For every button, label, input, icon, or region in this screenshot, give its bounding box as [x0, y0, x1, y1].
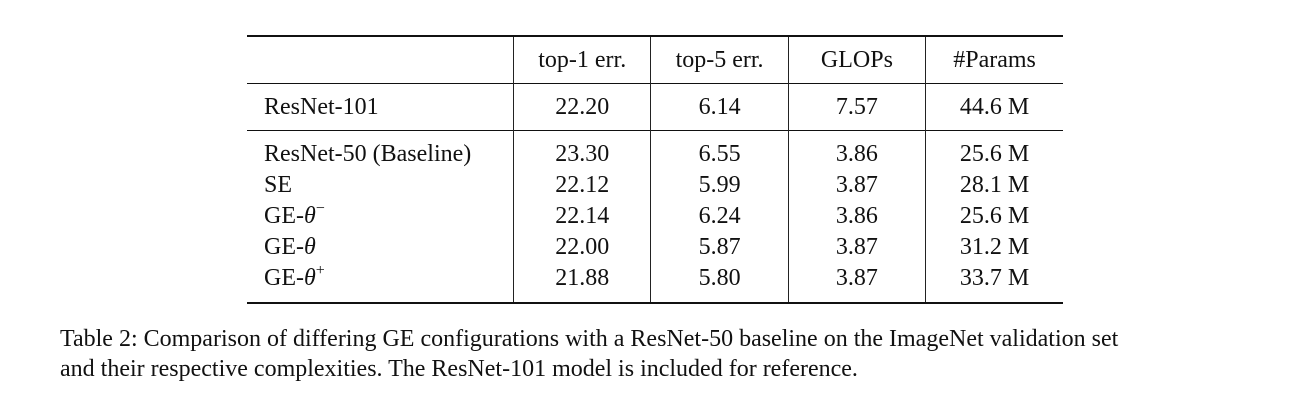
model-prefix: GE-: [264, 265, 304, 291]
table-row: GE-θ 22.00 5.87 3.87 31.2 M: [247, 232, 1063, 263]
header-glops: GLOPs: [787, 36, 926, 84]
params-value: 31.2 M: [925, 232, 1063, 263]
top1-value: 23.30: [513, 130, 651, 170]
table-header-row: top-1 err. top-5 err. GLOPs #Params: [247, 36, 1063, 84]
model-name: ResNet-50 (Baseline): [264, 141, 472, 167]
params-value: 33.7 M: [925, 263, 1063, 303]
top1-value: 22.00: [513, 232, 651, 263]
glops-value: 3.87: [787, 232, 926, 263]
table-row: ResNet-50 (Baseline) 23.30 6.55 3.86 25.…: [247, 130, 1063, 170]
header-top1-err: top-1 err.: [513, 36, 651, 84]
glops-value: 7.57: [787, 83, 926, 131]
table-row: GE-θ− 22.14 6.24 3.86 25.6 M: [247, 201, 1063, 232]
header-params: #Params: [925, 36, 1063, 84]
top1-value: 22.14: [513, 201, 651, 232]
top5-value: 6.55: [650, 130, 789, 170]
params-value: 44.6 M: [925, 83, 1063, 131]
comparison-group: ResNet-50 (Baseline) 23.30 6.55 3.86 25.…: [247, 130, 1063, 303]
model-prefix: GE-: [264, 234, 304, 260]
model-name: GE-θ−: [247, 201, 514, 232]
model-symbol: θ: [303, 203, 316, 229]
model-symbol: θ: [303, 265, 316, 291]
table-row: GE-θ+ 21.88 5.80 3.87 33.7 M: [247, 263, 1063, 303]
model-modifier: +: [315, 262, 325, 279]
top1-value: 22.20: [513, 83, 651, 131]
top5-value: 5.87: [650, 232, 789, 263]
top1-value: 22.12: [513, 170, 651, 201]
top1-value: 21.88: [513, 263, 651, 303]
glops-value: 3.86: [787, 130, 926, 170]
top5-value: 6.14: [650, 83, 789, 131]
model-name: GE-θ+: [247, 263, 514, 303]
table-row: SE 22.12 5.99 3.87 28.1 M: [247, 170, 1063, 201]
params-value: 28.1 M: [925, 170, 1063, 201]
caption-line-1: Table 2: Comparison of differing GE conf…: [60, 326, 1119, 352]
glops-value: 3.87: [787, 263, 926, 303]
caption-line-2: and their respective complexities. The R…: [60, 356, 858, 382]
model-symbol: θ: [303, 234, 316, 260]
table-row: ResNet-101 22.20 6.14 7.57 44.6 M: [247, 83, 1063, 131]
model-name: SE: [264, 172, 293, 198]
model-name: ResNet-101: [264, 93, 379, 120]
params-value: 25.6 M: [925, 130, 1063, 170]
top5-value: 5.99: [650, 170, 789, 201]
glops-value: 3.87: [787, 170, 926, 201]
model-name: GE-θ: [247, 232, 514, 263]
model-modifier: −: [315, 200, 325, 217]
top5-value: 5.80: [650, 263, 789, 303]
header-model: [247, 36, 514, 84]
reference-group: ResNet-101 22.20 6.14 7.57 44.6 M: [247, 83, 1063, 131]
table-caption: Table 2: Comparison of differing GE conf…: [60, 324, 1260, 384]
glops-value: 3.86: [787, 201, 926, 232]
header-top5-err: top-5 err.: [650, 36, 789, 84]
model-prefix: GE-: [264, 203, 304, 229]
params-value: 25.6 M: [925, 201, 1063, 232]
results-table: top-1 err. top-5 err. GLOPs #Params ResN…: [247, 35, 1063, 304]
top5-value: 6.24: [650, 201, 789, 232]
